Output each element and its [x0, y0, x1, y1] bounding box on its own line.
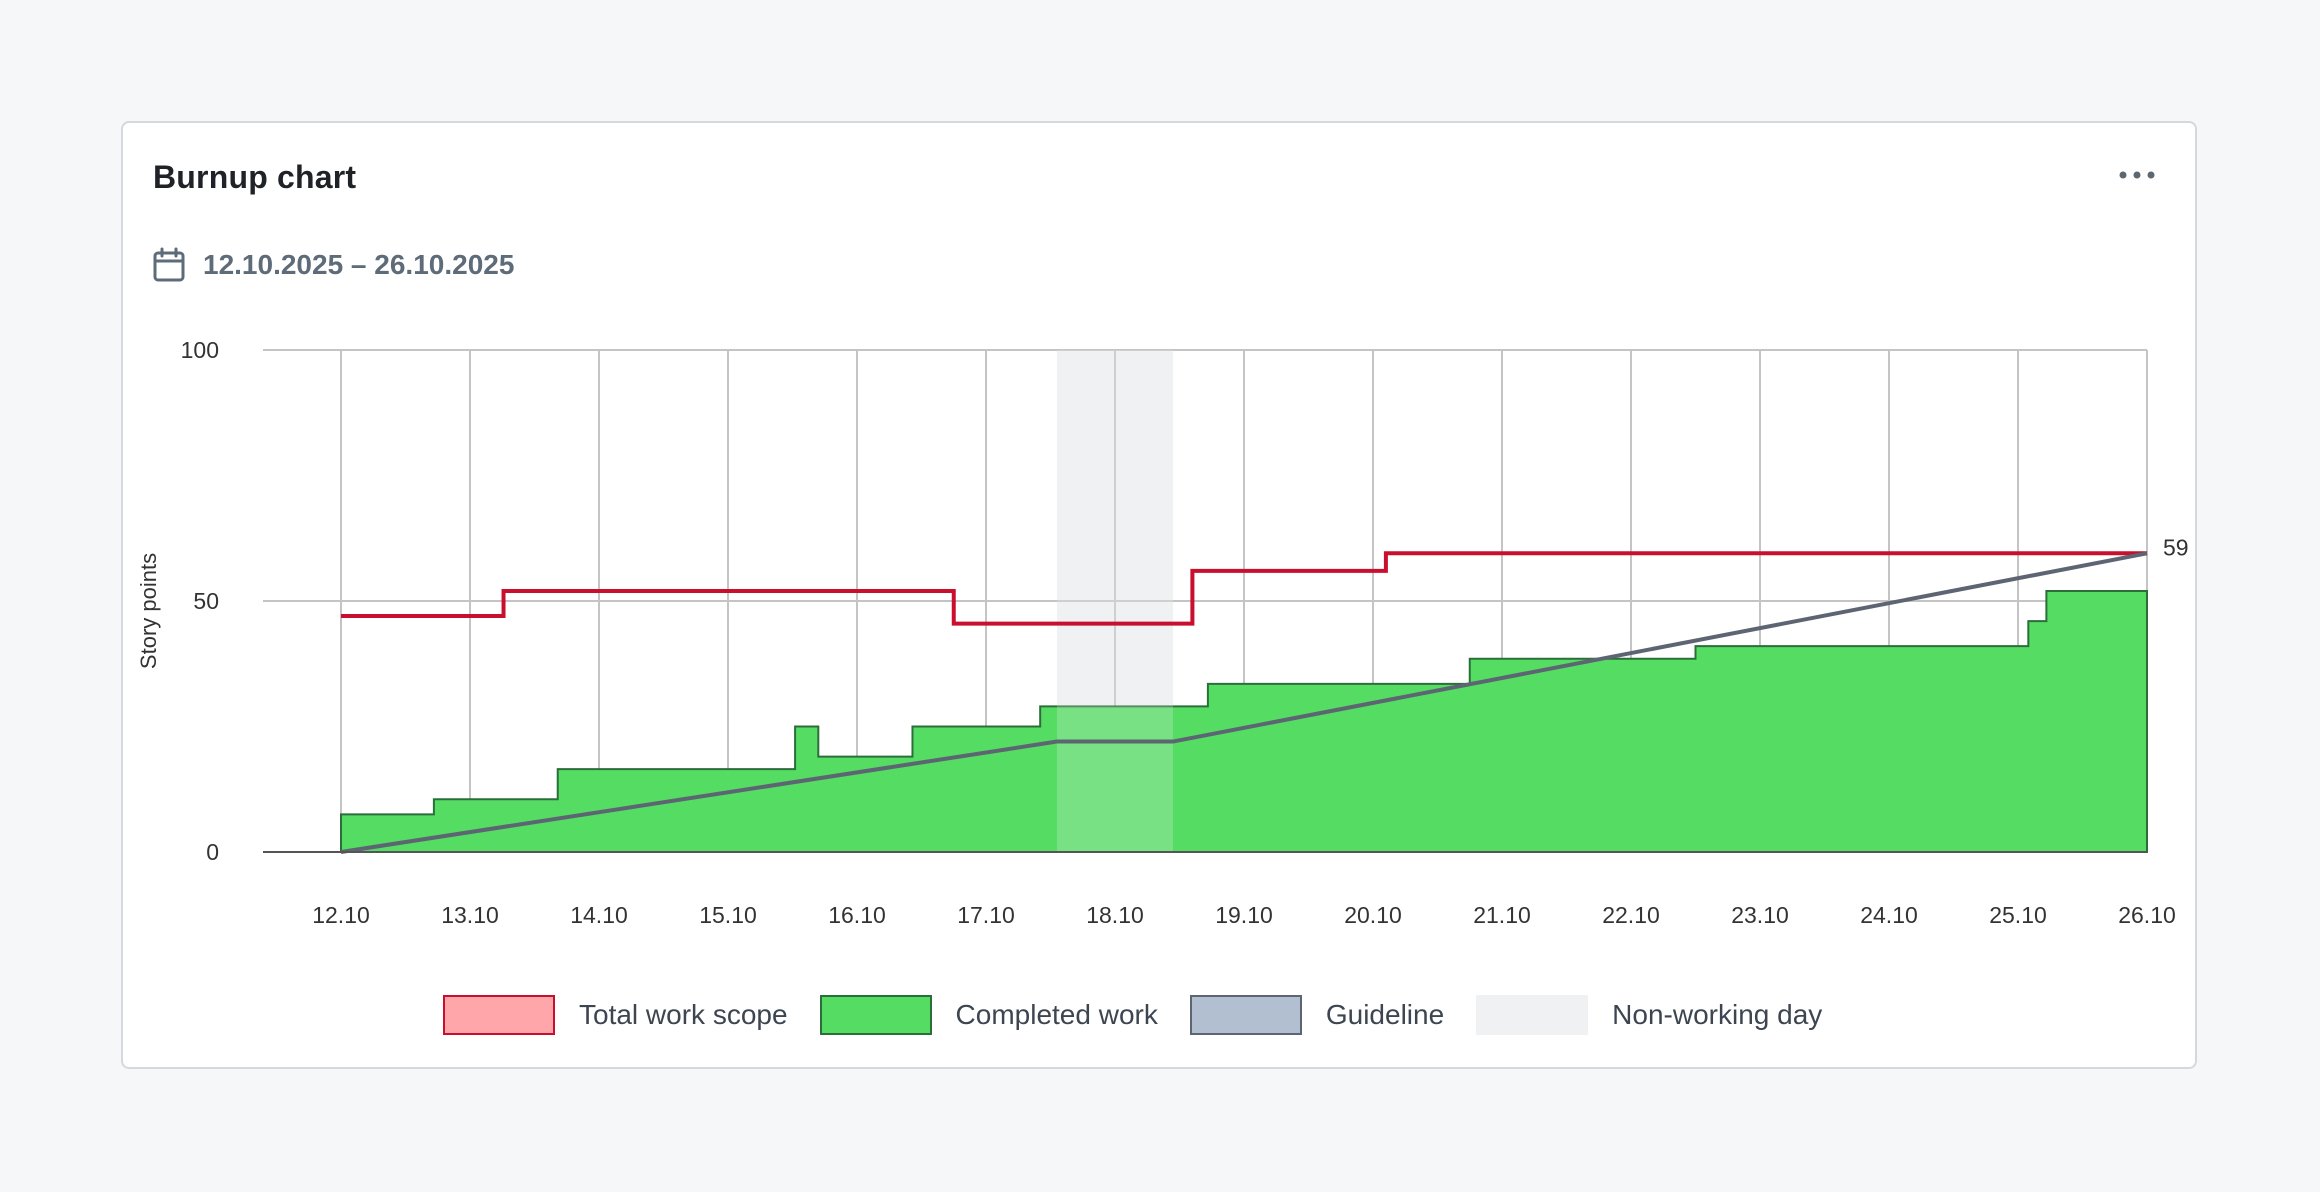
y-tick-label: 100	[181, 337, 219, 363]
card-title: Burnup chart	[153, 159, 357, 195]
burnup-chart-plot: 0 50 100 12.10 13.10 14.10 15.10 16.10 17.10 18.1…	[136, 337, 2189, 928]
x-tick-label: 15.10	[699, 902, 757, 928]
y-tick-label: 0	[206, 839, 219, 865]
legend-swatch-non-working-day	[1476, 995, 1589, 1035]
more-options-button[interactable]	[2115, 163, 2159, 187]
legend-item-total-work-scope[interactable]: Total work scope	[443, 995, 788, 1035]
chart-legend: Total work scope Completed work Guidelin…	[443, 995, 1854, 1035]
x-tick-label: 20.10	[1344, 902, 1402, 928]
y-axis-label: Story points	[136, 553, 161, 669]
y-tick-label: 50	[193, 588, 219, 614]
x-tick-label: 14.10	[570, 902, 628, 928]
date-range-text: 12.10.2025 – 26.10.2025	[203, 249, 515, 280]
legend-item-completed-work[interactable]: Completed work	[819, 995, 1158, 1035]
completed-work-area	[340, 589, 2148, 853]
legend-item-non-working-day[interactable]: Non-working day	[1476, 995, 1822, 1035]
guideline-line	[340, 551, 2148, 854]
legend-swatch-guideline	[1189, 995, 1302, 1035]
date-range: 12.10.2025 – 26.10.2025	[153, 245, 514, 285]
x-tick-label: 16.10	[828, 902, 886, 928]
x-tick-label: 12.10	[312, 902, 370, 928]
x-tick-label: 17.10	[957, 902, 1015, 928]
total-work-scope-line	[341, 551, 2147, 626]
x-tick-label: 26.10	[2118, 902, 2176, 928]
legend-label: Completed work	[955, 999, 1158, 1030]
x-tick-label: 19.10	[1215, 902, 1273, 928]
x-tick-label: 24.10	[1860, 902, 1918, 928]
legend-item-guideline[interactable]: Guideline	[1189, 995, 1445, 1035]
more-horizontal-icon	[2119, 171, 2155, 179]
x-tick-label: 21.10	[1473, 902, 1531, 928]
x-tick-label: 23.10	[1731, 902, 1789, 928]
legend-swatch-total-work-scope	[443, 995, 555, 1035]
legend-label: Total work scope	[579, 999, 788, 1030]
end-value-label: 59	[2163, 534, 2189, 560]
x-tick-label: 13.10	[441, 902, 499, 928]
non-working-day-overlay	[1056, 350, 1174, 852]
x-tick-label: 25.10	[1989, 902, 2047, 928]
calendar-icon	[153, 247, 185, 282]
burnup-chart-card: Burnup chart 12.10.2025 – 26.10.2025 0 50…	[121, 121, 2197, 1069]
legend-label: Non-working day	[1612, 999, 1823, 1030]
x-tick-label: 18.10	[1086, 902, 1144, 928]
legend-swatch-completed-work	[819, 995, 932, 1035]
x-tick-label: 22.10	[1602, 902, 1660, 928]
legend-label: Guideline	[1325, 999, 1445, 1030]
